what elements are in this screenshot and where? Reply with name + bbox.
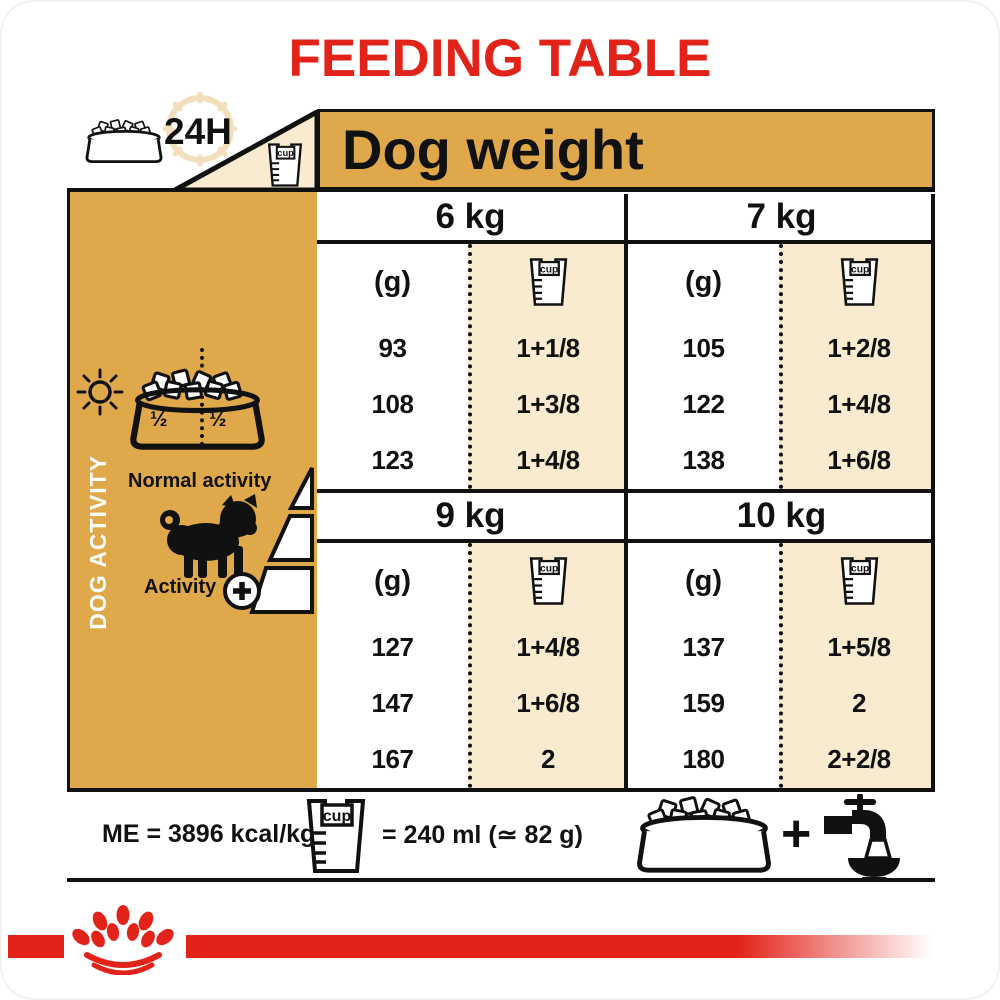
weight-header: 10 kg bbox=[628, 493, 935, 543]
half-ration-bowl-icon bbox=[130, 368, 265, 450]
cups-value: 2 bbox=[541, 744, 555, 775]
normal-activity-label: Normal activity bbox=[128, 470, 272, 492]
weight-header: 9 kg bbox=[317, 493, 624, 543]
grams-value: 138 bbox=[682, 445, 725, 476]
weight-block-10kg: 10 kg (g) 137 159 180 1+5/8 2 2+2/8 bbox=[628, 493, 935, 788]
activity-level-ramp-icon bbox=[223, 467, 314, 614]
half-left-label: ½ bbox=[150, 408, 168, 431]
grams-unit: (g) bbox=[684, 564, 723, 597]
cup-icon bbox=[300, 795, 372, 877]
grams-value: 180 bbox=[682, 744, 725, 775]
grams-unit: (g) bbox=[684, 265, 723, 298]
weight-block-6kg: 6 kg (g) 93 108 123 1+1/8 1+3/8 1+4/8 bbox=[317, 194, 624, 489]
grams-value: 137 bbox=[682, 631, 725, 662]
weight-header: 7 kg bbox=[628, 194, 935, 244]
cups-value: 2+2/8 bbox=[827, 744, 891, 775]
dog-weight-header: Dog weight bbox=[317, 109, 935, 190]
grams-column: (g) 137 159 180 bbox=[628, 543, 779, 788]
cups-value: 1+6/8 bbox=[827, 445, 891, 476]
grams-column: (g) 93 108 123 bbox=[317, 244, 468, 489]
red-band-right bbox=[186, 935, 932, 958]
food-bowl-icon bbox=[82, 114, 166, 170]
grams-value: 123 bbox=[371, 445, 414, 476]
cup-icon bbox=[526, 255, 571, 309]
grams-unit: (g) bbox=[373, 564, 412, 597]
half-right-label: ½ bbox=[209, 408, 227, 431]
grams-value: 122 bbox=[682, 388, 725, 419]
pug-silhouette-icon bbox=[160, 494, 257, 578]
divider-line bbox=[67, 188, 935, 192]
row-band-divider bbox=[317, 489, 935, 493]
cups-value: 1+1/8 bbox=[516, 332, 580, 363]
grams-value: 105 bbox=[682, 332, 725, 363]
dog-activity-vertical-label: DOG ACTIVITY bbox=[84, 454, 111, 630]
divider-line bbox=[67, 788, 935, 792]
dog-weight-label: Dog weight bbox=[342, 118, 644, 181]
cups-value: 1+6/8 bbox=[516, 687, 580, 718]
cup-icon bbox=[837, 554, 882, 608]
cups-value: 1+2/8 bbox=[827, 332, 891, 363]
dog-activity-sidebar bbox=[67, 192, 317, 788]
metabolizable-energy-label: ME = 3896 kcal/kg bbox=[102, 820, 316, 848]
page-title: FEEDING TABLE bbox=[288, 29, 712, 88]
cups-column: 1+2/8 1+4/8 1+6/8 bbox=[779, 244, 935, 489]
cups-value: 1+5/8 bbox=[827, 631, 891, 662]
royal-canin-crown-logo bbox=[72, 905, 174, 975]
cup-icon bbox=[264, 141, 306, 189]
cup-icon bbox=[837, 255, 882, 309]
grams-column: (g) 127 147 167 bbox=[317, 543, 468, 788]
cups-column: 1+5/8 2 2+2/8 bbox=[779, 543, 935, 788]
grams-unit: (g) bbox=[373, 265, 412, 298]
grams-value: 147 bbox=[371, 687, 414, 718]
grams-column: (g) 105 122 138 bbox=[628, 244, 779, 489]
table-right-border bbox=[931, 194, 935, 788]
cup-equivalence-label: = 240 ml (≃ 82 g) bbox=[382, 821, 583, 849]
cups-column: 1+1/8 1+3/8 1+4/8 bbox=[468, 244, 624, 489]
cups-column: 1+4/8 1+6/8 2 bbox=[468, 543, 624, 788]
grams-value: 159 bbox=[682, 687, 725, 718]
plus-label: + bbox=[781, 805, 812, 863]
weight-block-9kg: 9 kg (g) 127 147 167 1+4/8 1+6/8 2 bbox=[317, 493, 624, 788]
cups-value: 1+4/8 bbox=[516, 445, 580, 476]
cups-value: 2 bbox=[852, 687, 866, 718]
cups-value: 1+4/8 bbox=[516, 631, 580, 662]
red-band-left bbox=[8, 935, 64, 958]
grams-value: 108 bbox=[371, 388, 414, 419]
food-bowl-icon bbox=[630, 796, 778, 876]
cup-icon bbox=[526, 554, 571, 608]
moon-icon bbox=[272, 371, 292, 411]
grams-value: 167 bbox=[371, 744, 414, 775]
clock-ring-icon bbox=[162, 92, 238, 167]
water-tap-icon bbox=[824, 794, 900, 880]
weight-header: 6 kg bbox=[317, 194, 624, 244]
cups-value: 1+4/8 bbox=[827, 388, 891, 419]
activity-label: Activity bbox=[144, 576, 217, 598]
divider-line bbox=[67, 878, 935, 882]
24h-label: 24H bbox=[164, 111, 232, 152]
grams-value: 127 bbox=[371, 631, 414, 662]
weight-block-7kg: 7 kg (g) 105 122 138 1+2/8 1+4/8 1+6/8 bbox=[628, 194, 935, 489]
cups-value: 1+3/8 bbox=[516, 388, 580, 419]
grams-value: 93 bbox=[378, 332, 407, 363]
sun-icon bbox=[76, 368, 124, 416]
